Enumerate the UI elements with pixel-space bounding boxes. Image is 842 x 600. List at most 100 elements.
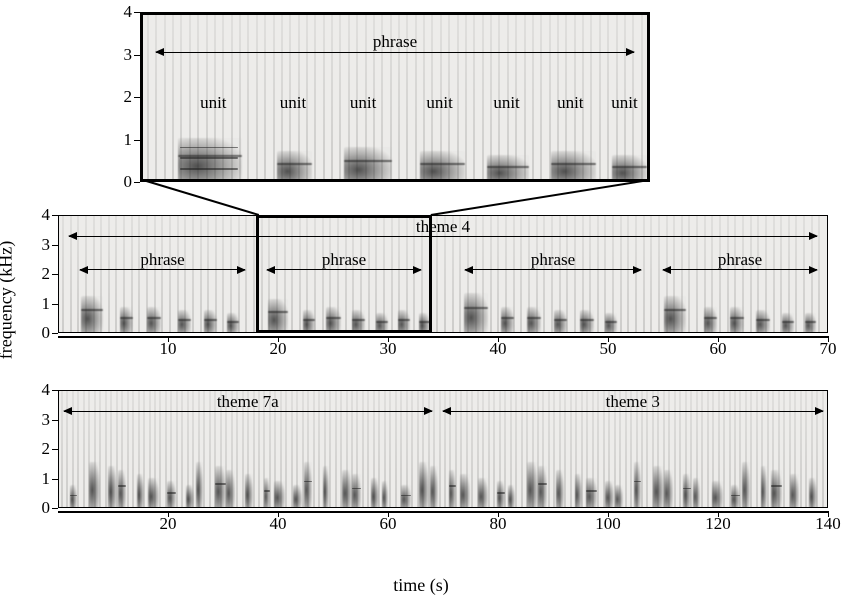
spectro-call	[137, 474, 144, 508]
spectro-texture	[62, 216, 64, 332]
spectro-call	[215, 466, 226, 508]
spectro-texture	[155, 15, 157, 179]
ytick	[52, 245, 58, 246]
phrase-label: phrase	[140, 250, 184, 270]
unit-label: unit	[350, 93, 376, 113]
spectro-call	[664, 470, 673, 508]
spectro-texture	[335, 391, 337, 507]
spectro-call	[693, 478, 700, 508]
ytick	[134, 182, 140, 183]
spectro-texture	[161, 216, 163, 332]
middle-x-baseline	[58, 336, 828, 338]
middle-panel: 0123410203040506070theme 4phrasephraseph…	[58, 215, 828, 363]
spectro-call	[293, 485, 302, 508]
spectro-call	[147, 307, 161, 333]
spectro-texture	[650, 216, 652, 332]
spectro-texture	[471, 391, 473, 507]
spectro-harmonic	[180, 157, 238, 159]
spectro-texture	[795, 216, 797, 332]
spectro-texture	[493, 391, 495, 507]
spectro-texture	[727, 216, 729, 332]
spectro-call	[756, 310, 769, 333]
spectro-call	[771, 470, 782, 508]
theme-label: theme 7a	[217, 392, 279, 412]
spectro-call	[527, 307, 541, 333]
spectro-call	[730, 307, 744, 333]
ytick	[52, 304, 58, 305]
unit-label: unit	[493, 93, 519, 113]
ytick-label: 3	[124, 45, 133, 65]
xtick-label: 20	[160, 514, 177, 534]
spectro-call	[551, 151, 596, 182]
spectro-call	[344, 147, 392, 182]
ytick-label: 0	[42, 323, 51, 343]
spectro-texture	[490, 216, 492, 332]
spectro-call	[664, 296, 686, 333]
spectro-call	[382, 481, 389, 508]
spectro-texture	[570, 391, 572, 507]
spectro-texture	[176, 391, 178, 507]
spectro-call	[274, 481, 285, 508]
spectro-harmonic	[180, 168, 238, 170]
spectro-texture	[607, 15, 609, 179]
spectro-texture	[520, 216, 522, 332]
unit-label: unit	[280, 93, 306, 113]
spectro-texture	[551, 216, 553, 332]
spectro-texture	[99, 391, 101, 507]
zoom-connector-right	[431, 179, 649, 216]
spectro-call	[575, 474, 582, 508]
spectro-call	[501, 307, 514, 333]
spectro-harmonic	[118, 485, 126, 487]
spectro-texture	[222, 216, 224, 332]
spectro-texture	[203, 391, 205, 507]
ytick	[134, 55, 140, 56]
spectro-call	[712, 481, 723, 508]
spectro-call	[118, 470, 126, 508]
spectro-texture	[181, 391, 183, 507]
spectro-call	[653, 466, 664, 508]
spectro-texture	[597, 391, 599, 507]
bottom-panel: 0123420406080100120140theme 7atheme 3	[58, 390, 828, 538]
spectro-call	[704, 307, 717, 333]
spectro-texture	[515, 391, 517, 507]
spectro-texture	[362, 391, 364, 507]
spectro-texture	[679, 391, 681, 507]
spectro-texture	[314, 15, 316, 179]
zoom-box	[256, 215, 432, 333]
ytick-label: 0	[42, 498, 51, 518]
xtick-label: 50	[600, 339, 617, 359]
spectro-call	[277, 151, 312, 182]
spectro-call	[782, 313, 794, 333]
spectro-texture	[818, 216, 820, 332]
spectro-texture	[548, 391, 550, 507]
spectro-call	[605, 313, 617, 333]
xtick-label: 30	[380, 339, 397, 359]
spectro-texture	[767, 391, 769, 507]
spectro-texture	[77, 216, 79, 332]
theme-label: theme 3	[606, 392, 660, 412]
ytick-label: 2	[124, 87, 133, 107]
spectro-texture	[247, 15, 249, 179]
spectro-texture	[756, 391, 758, 507]
spectro-texture	[169, 216, 171, 332]
spectro-texture	[395, 391, 397, 507]
spectro-call	[227, 313, 239, 333]
xtick-label: 140	[815, 514, 841, 534]
spectro-texture	[719, 216, 721, 332]
spectro-call	[89, 462, 100, 508]
spectro-texture	[83, 391, 85, 507]
spectro-call	[323, 466, 330, 508]
spectro-texture	[723, 391, 725, 507]
xtick-label: 40	[490, 339, 507, 359]
spectro-texture	[164, 15, 166, 179]
unit-label: unit	[426, 93, 452, 113]
ytick	[52, 390, 58, 391]
ytick	[52, 479, 58, 480]
spectro-texture	[597, 216, 599, 332]
spectro-texture	[264, 15, 266, 179]
unit-label: unit	[557, 93, 583, 113]
spectro-harmonic	[304, 481, 312, 483]
spectro-call	[487, 155, 528, 182]
spectro-call	[430, 466, 438, 508]
spectro-texture	[313, 391, 315, 507]
